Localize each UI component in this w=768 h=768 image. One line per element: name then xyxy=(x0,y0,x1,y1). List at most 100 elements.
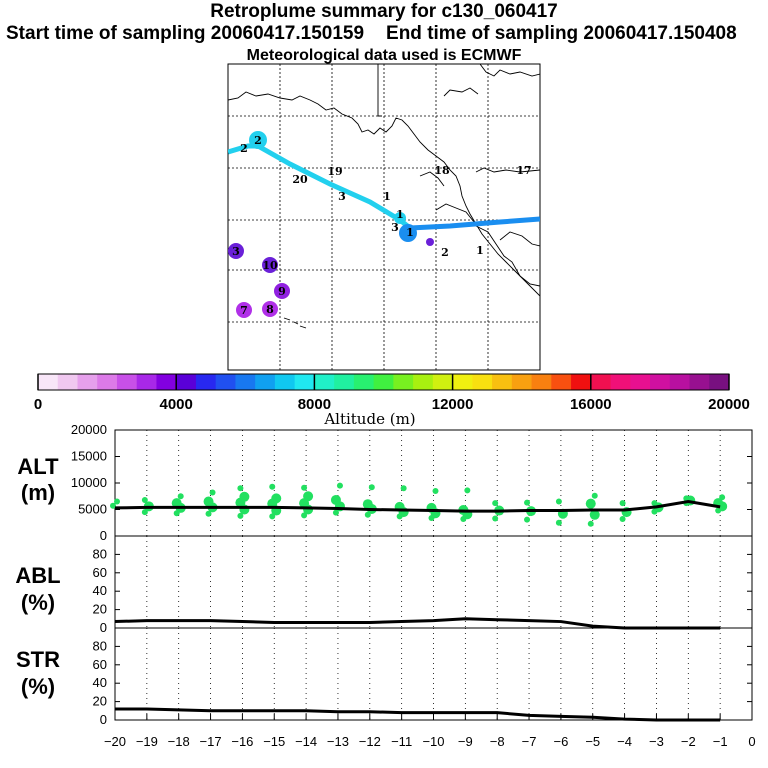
x-tick-label: −13 xyxy=(327,734,349,749)
x-tick-label: −10 xyxy=(422,734,444,749)
x-tick-label: −4 xyxy=(617,734,632,749)
y-tick-label: 60 xyxy=(93,657,107,672)
cluster-3 xyxy=(228,243,244,259)
start-time: Start time of sampling 20060417.150159 xyxy=(6,23,365,44)
series-line xyxy=(115,707,721,722)
colorbar-swatch xyxy=(373,374,394,390)
colorbar-tick-label: 0 xyxy=(34,396,42,413)
altitude-cluster-dot xyxy=(332,509,339,516)
altitude-cluster-dot xyxy=(683,495,690,502)
altitude-cluster-dot xyxy=(591,492,598,499)
altitude-cluster-dot xyxy=(114,498,120,505)
x-tick-label: −11 xyxy=(391,734,412,749)
track-label: 2 xyxy=(441,246,449,259)
colorbar-swatch xyxy=(630,374,651,390)
colorbar-swatch xyxy=(709,374,730,390)
x-tick-label: −18 xyxy=(168,734,190,749)
colorbar-tick-label: 20000 xyxy=(708,396,750,413)
colorbar-swatch xyxy=(610,374,631,390)
x-tick-label: −12 xyxy=(359,734,381,749)
meteo-source: Meteorological data used is ECMWF xyxy=(246,47,522,64)
track-label: 1 xyxy=(476,244,484,257)
y-tick-label: 60 xyxy=(93,565,107,580)
cluster-label: 9 xyxy=(278,285,286,298)
panel-label: STR xyxy=(16,647,60,672)
altitude-cluster-dot xyxy=(555,519,562,526)
colorbar-swatch xyxy=(511,374,533,390)
x-tick-label: 0 xyxy=(748,734,755,749)
altitude-cluster-dot xyxy=(177,493,184,500)
altitude-cluster-dot xyxy=(110,502,116,509)
altitude-cluster-dot xyxy=(555,498,562,505)
track-label: 2 xyxy=(240,142,248,155)
altitude-cluster-dot xyxy=(719,494,726,501)
altitude-cluster-dot xyxy=(330,494,341,505)
coastlines xyxy=(228,64,540,329)
map-gridlines xyxy=(228,64,540,370)
colorbar-title: Altitude (m) xyxy=(323,410,415,428)
panel-label: (%) xyxy=(21,674,55,699)
panel-label: (%) xyxy=(21,590,55,615)
altitude-cluster-dot xyxy=(141,496,148,503)
y-tick-label: 20 xyxy=(93,602,107,617)
y-tick-label: 15000 xyxy=(71,449,107,464)
colorbar-swatch xyxy=(472,374,493,390)
colorbar-swatch xyxy=(156,374,177,390)
colorbar-swatch xyxy=(38,374,59,390)
track-label: 18 xyxy=(434,164,450,177)
colorbar-swatch xyxy=(195,374,217,390)
altitude-cluster-dot xyxy=(269,483,276,490)
x-tick-label: −17 xyxy=(200,734,222,749)
x-tick-label: −14 xyxy=(295,734,317,749)
colorbar-swatch xyxy=(215,374,236,390)
time-series-panels: 05000100001500020000ALT(m)020406080ABL(%… xyxy=(15,422,755,749)
colorbar-swatch xyxy=(334,374,355,390)
altitude-cluster-dot xyxy=(619,516,626,523)
altitude-cluster-dot xyxy=(362,499,373,510)
x-tick-label: −15 xyxy=(263,734,285,749)
y-tick-label: 10000 xyxy=(71,475,107,490)
altitude-cluster-dot xyxy=(492,500,499,507)
track-node-1 xyxy=(394,212,406,224)
cluster-9 xyxy=(274,283,290,299)
track-node-2 xyxy=(249,131,267,149)
y-tick-label: 20000 xyxy=(71,422,107,437)
cluster-10 xyxy=(262,257,278,273)
cluster-label: 10 xyxy=(262,259,278,272)
track-label: 1 xyxy=(406,226,414,239)
y-tick-label: 40 xyxy=(93,675,107,690)
altitude-cluster-dot xyxy=(651,500,658,507)
colorbar-tick-label: 12000 xyxy=(432,396,474,413)
track-node-4 xyxy=(426,238,434,246)
y-tick-label: 0 xyxy=(100,528,107,543)
altitude-cluster-dot xyxy=(368,484,375,491)
x-tick-label: −8 xyxy=(490,734,505,749)
panel-label: (m) xyxy=(21,480,55,505)
altitude-cluster-dot xyxy=(205,510,212,517)
y-tick-label: 20 xyxy=(93,694,107,709)
track-label: 3 xyxy=(391,221,399,234)
colorbar-swatch xyxy=(353,374,375,390)
cluster-7 xyxy=(236,302,252,318)
track-label: 3 xyxy=(338,190,346,203)
y-tick-label: 40 xyxy=(93,583,107,598)
colorbar-swatch xyxy=(413,374,434,390)
colorbar-swatch xyxy=(452,374,473,390)
cluster-label: 3 xyxy=(232,245,240,258)
colorbar-tick-label: 8000 xyxy=(298,396,331,413)
x-tick-label: −16 xyxy=(231,734,253,749)
altitude-cluster-dot xyxy=(524,499,531,506)
colorbar-swatch xyxy=(314,374,335,390)
colorbar-tick-label: 4000 xyxy=(160,396,193,413)
x-tick-label: −3 xyxy=(649,734,664,749)
y-tick-label: 0 xyxy=(100,712,107,727)
colorbar-swatch xyxy=(669,374,691,390)
altitude-cluster-dot xyxy=(464,487,471,494)
altitude-cluster-dot xyxy=(585,498,596,509)
colorbar-swatch xyxy=(551,374,572,390)
colorbar-swatch xyxy=(689,374,710,390)
cluster-label: 8 xyxy=(266,303,274,316)
altitude-cluster-dot xyxy=(237,512,244,519)
x-tick-label: −7 xyxy=(522,734,537,749)
